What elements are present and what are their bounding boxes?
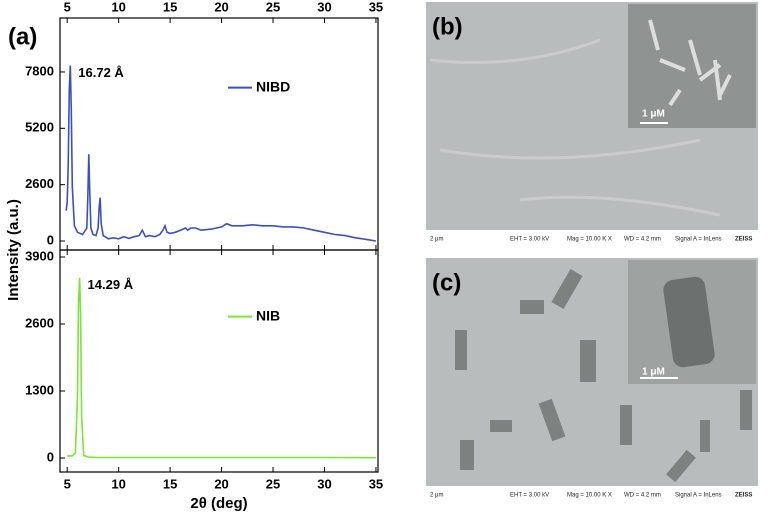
y-tick-label: 7800 bbox=[25, 63, 54, 78]
footer-text: ZEISS bbox=[735, 493, 752, 499]
texture bbox=[429, 38, 721, 217]
footer-text: Mag = 10.00 K X bbox=[567, 493, 612, 499]
x-tick-label: 25 bbox=[266, 476, 280, 491]
peak-annotation: 16.72 Å bbox=[78, 65, 124, 80]
x-tick-label: 5 bbox=[64, 0, 71, 14]
x-tick-label: 15 bbox=[163, 0, 177, 14]
data-line bbox=[67, 277, 376, 459]
panel-label: (c) bbox=[432, 269, 461, 296]
x-axis-label: 2θ (deg) bbox=[190, 495, 247, 512]
sem-panel-c bbox=[426, 258, 758, 504]
y-tick-label: 2600 bbox=[25, 315, 54, 330]
plot-frame bbox=[59, 249, 379, 473]
x-tick-label: 35 bbox=[369, 0, 383, 14]
rods bbox=[648, 19, 732, 107]
x-tick-label: 5 bbox=[64, 476, 71, 491]
footer-text: 2 μm bbox=[430, 493, 443, 499]
inset-scale-label: 1 μM bbox=[642, 367, 665, 378]
y-axis-label: Intensity (a.u.) bbox=[5, 199, 22, 301]
panel-label: (a) bbox=[8, 23, 37, 50]
y-tick-label: 0 bbox=[47, 232, 54, 247]
x-tick-label: 10 bbox=[111, 476, 125, 491]
legend-label: NIBD bbox=[256, 78, 290, 94]
footer-text: WD = 4.2 mm bbox=[624, 493, 661, 499]
footer-text: WD = 4.2 mm bbox=[624, 237, 661, 243]
particle-zoom bbox=[663, 276, 715, 368]
panel-label: (b) bbox=[432, 13, 463, 40]
footer-text: Signal A = InLens bbox=[675, 237, 722, 243]
x-tick-label: 20 bbox=[214, 476, 228, 491]
peak-annotation: 14.29 Å bbox=[88, 277, 134, 292]
sem-footer bbox=[426, 486, 758, 504]
y-tick-label: 5200 bbox=[25, 120, 54, 135]
particles bbox=[455, 269, 752, 483]
x-tick-label: 10 bbox=[111, 0, 125, 14]
sem-panel-b bbox=[426, 2, 758, 248]
y-tick-label: 3900 bbox=[25, 248, 54, 263]
footer-text: 2 μm bbox=[430, 237, 443, 243]
footer-text: ZEISS bbox=[735, 237, 752, 243]
y-tick-label: 2600 bbox=[25, 176, 54, 191]
x-tick-label: 15 bbox=[163, 476, 177, 491]
footer-text: Mag = 10.00 K X bbox=[567, 237, 612, 243]
x-tick-label: 35 bbox=[369, 476, 383, 491]
sem-footer bbox=[426, 230, 758, 248]
x-tick-label: 20 bbox=[214, 0, 228, 14]
x-tick-label: 25 bbox=[266, 0, 280, 14]
y-tick-label: 1300 bbox=[25, 382, 54, 397]
data-line bbox=[65, 65, 377, 242]
footer-text: Signal A = InLens bbox=[675, 493, 722, 499]
x-tick-label: 30 bbox=[317, 0, 331, 14]
x-tick-label: 30 bbox=[317, 476, 331, 491]
y-tick-label: 0 bbox=[47, 449, 54, 464]
legend-label: NIB bbox=[256, 307, 280, 323]
footer-text: EHT = 3.00 kV bbox=[510, 493, 549, 499]
inset-scale-label: 1 μM bbox=[642, 109, 665, 120]
plot-frame bbox=[59, 17, 379, 251]
footer-text: EHT = 3.00 kV bbox=[510, 237, 549, 243]
